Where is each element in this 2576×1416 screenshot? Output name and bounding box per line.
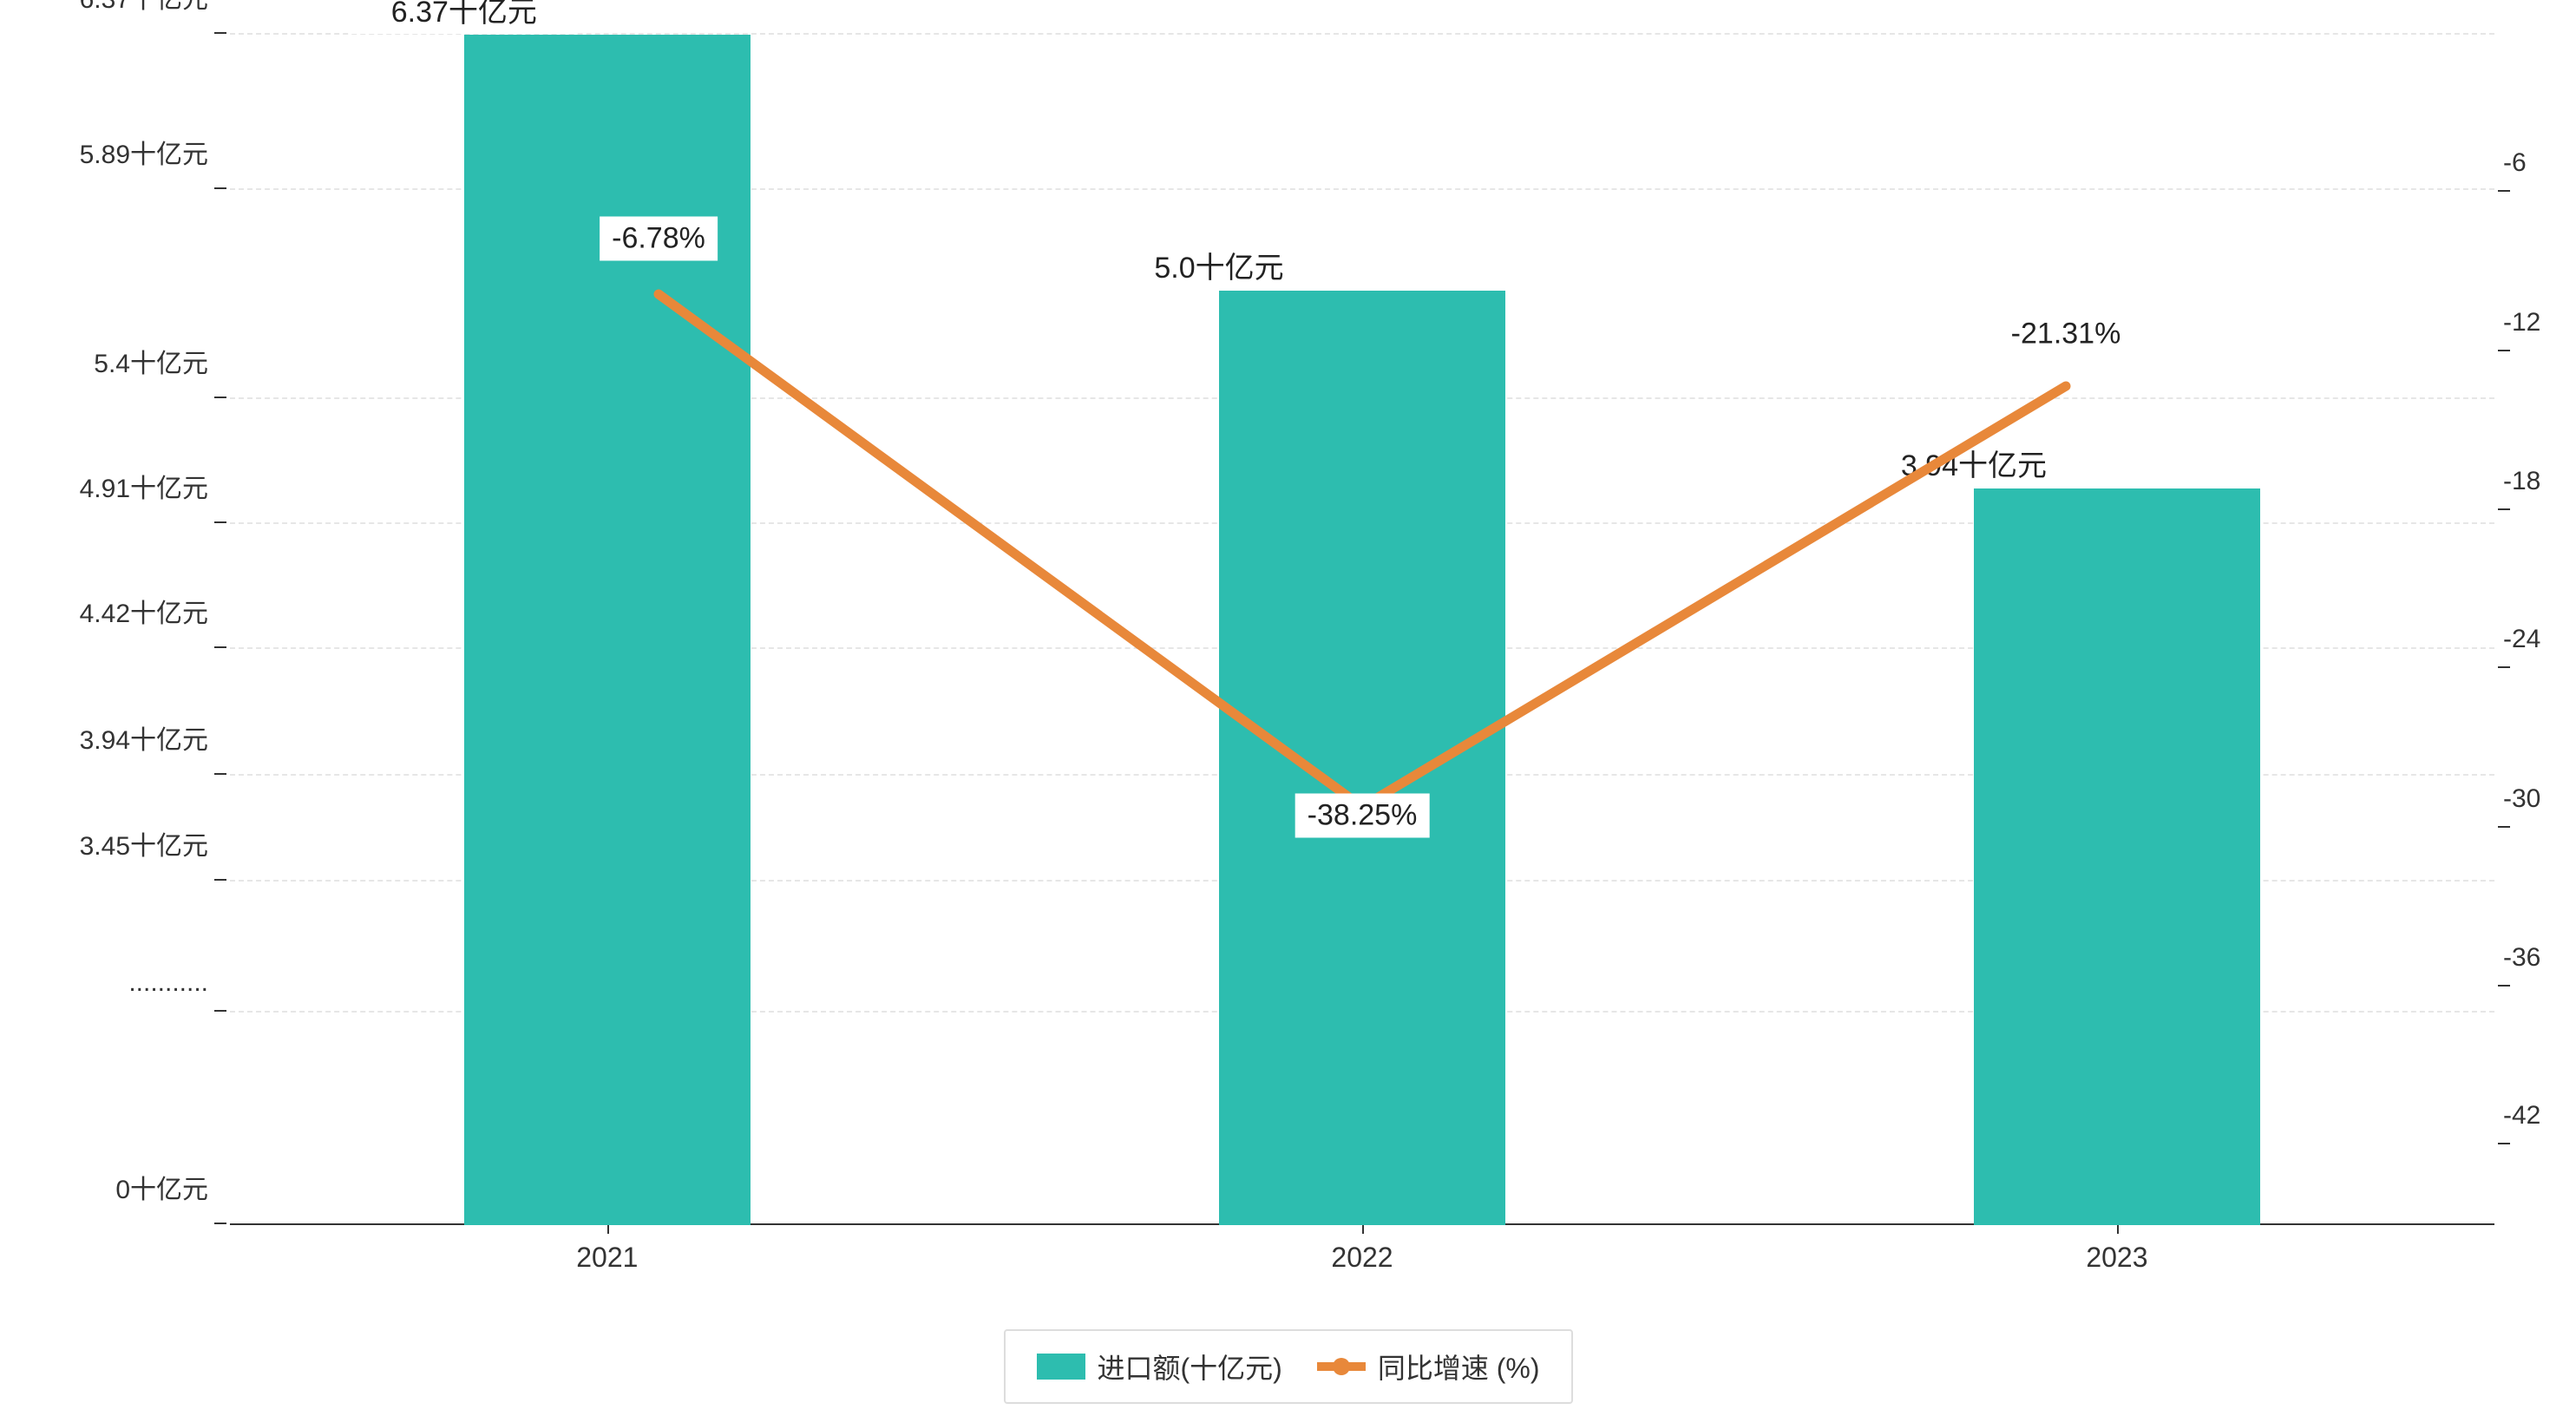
y-left-tick-label-6: 5.4十亿元 xyxy=(0,342,208,380)
y-left-tick-label-4: 4.42十亿元 xyxy=(0,592,208,630)
line-point-label-2023: -21.31% xyxy=(1999,312,2134,357)
legend-swatch-import-value xyxy=(1037,1354,1085,1380)
line-point-label-2021: -6.78% xyxy=(600,217,718,261)
x-axis-label-2023[interactable]: 2023 xyxy=(2030,1242,2204,1274)
legend-label-growth-rate: 同比增速 (%) xyxy=(1378,1347,1540,1386)
legend-item-bar[interactable]: 进口额(十亿元) xyxy=(1037,1347,1282,1386)
y-right-tick-label-30: -30 xyxy=(2503,784,2576,814)
y-right-tick-label-36: -36 xyxy=(2503,943,2576,973)
x-axis-label-2021[interactable]: 2021 xyxy=(521,1242,694,1274)
y-right-tick-label-12: -12 xyxy=(2503,308,2576,338)
plot-area: 0十亿元 ........... 3.45十亿元 3.94十亿元 4.42十亿元… xyxy=(230,35,2494,1225)
legend-swatch-growth-rate xyxy=(1317,1362,1366,1371)
legend-item-line[interactable]: 同比增速 (%) xyxy=(1317,1347,1540,1386)
line-point-label-2022: -38.25% xyxy=(1295,794,1430,838)
bar-value-label-2021: 6.37十亿元 xyxy=(351,0,577,34)
y-left-tick-label-5: 4.91十亿元 xyxy=(0,467,208,505)
y-right-tick-label-6: -6 xyxy=(2503,148,2576,178)
legend-label-import-value: 进口额(十亿元) xyxy=(1098,1347,1282,1386)
x-axis-label-2022[interactable]: 2022 xyxy=(1275,1242,1449,1274)
y-left-tick-label-8: 6.37十亿元 xyxy=(0,0,208,16)
y-right-tick-label-24: -24 xyxy=(2503,625,2576,654)
y-left-tick-label-7: 5.89十亿元 xyxy=(0,133,208,171)
growth-line-series[interactable] xyxy=(230,35,2494,1225)
y-right-tick-label-18: -18 xyxy=(2503,467,2576,496)
y-left-tick-label-2: 3.45十亿元 xyxy=(0,824,208,862)
y-left-tick-label-1: ........... xyxy=(0,968,208,998)
y-left-tick-label-0: 0十亿元 xyxy=(0,1168,208,1206)
chart-container: 0十亿元 ........... 3.45十亿元 3.94十亿元 4.42十亿元… xyxy=(0,0,2576,1416)
y-left-tick-label-3: 3.94十亿元 xyxy=(0,718,208,757)
chart-legend: 进口额(十亿元) 同比增速 (%) xyxy=(1004,1329,1573,1404)
y-right-tick-label-42: -42 xyxy=(2503,1101,2576,1131)
